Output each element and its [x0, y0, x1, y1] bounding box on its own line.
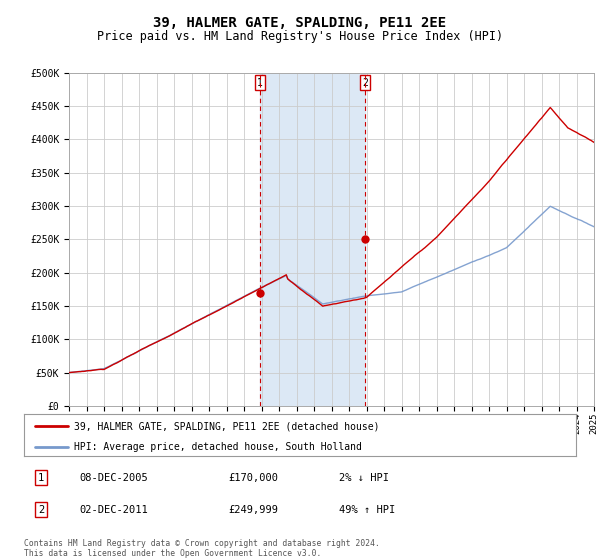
- Text: Price paid vs. HM Land Registry's House Price Index (HPI): Price paid vs. HM Land Registry's House …: [97, 30, 503, 43]
- Text: 08-DEC-2005: 08-DEC-2005: [79, 473, 148, 483]
- Text: Contains HM Land Registry data © Crown copyright and database right 2024.
This d: Contains HM Land Registry data © Crown c…: [24, 539, 380, 558]
- Text: 2% ↓ HPI: 2% ↓ HPI: [338, 473, 389, 483]
- Text: 39, HALMER GATE, SPALDING, PE11 2EE (detached house): 39, HALMER GATE, SPALDING, PE11 2EE (det…: [74, 421, 379, 431]
- Text: £249,999: £249,999: [228, 505, 278, 515]
- Text: 02-DEC-2011: 02-DEC-2011: [79, 505, 148, 515]
- Bar: [260, 73, 365, 406]
- Text: 1: 1: [257, 78, 263, 88]
- Text: 1: 1: [38, 473, 44, 483]
- Text: 2: 2: [362, 78, 368, 88]
- Text: £170,000: £170,000: [228, 473, 278, 483]
- Text: HPI: Average price, detached house, South Holland: HPI: Average price, detached house, Sout…: [74, 442, 362, 452]
- Text: 39, HALMER GATE, SPALDING, PE11 2EE: 39, HALMER GATE, SPALDING, PE11 2EE: [154, 16, 446, 30]
- Text: 49% ↑ HPI: 49% ↑ HPI: [338, 505, 395, 515]
- Text: 2: 2: [38, 505, 44, 515]
